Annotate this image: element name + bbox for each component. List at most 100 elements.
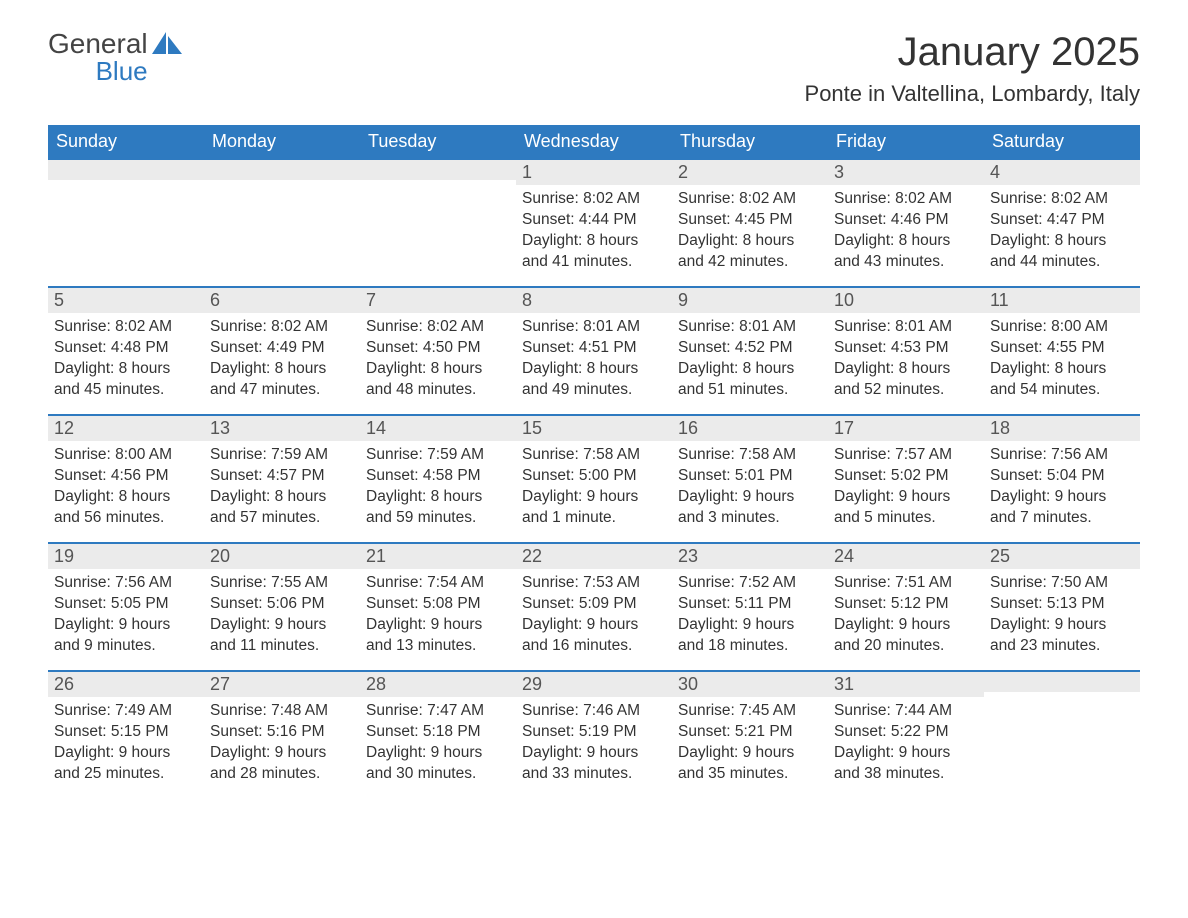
- sunrise-text: Sunrise: 8:01 AM: [678, 317, 822, 338]
- day-content: Sunrise: 7:54 AMSunset: 5:08 PMDaylight:…: [360, 569, 516, 665]
- daylight-text: Daylight: 9 hours and 13 minutes.: [366, 615, 510, 657]
- sunrise-text: Sunrise: 8:01 AM: [834, 317, 978, 338]
- daylight-text: Daylight: 9 hours and 38 minutes.: [834, 743, 978, 785]
- calendar-day-cell: 13Sunrise: 7:59 AMSunset: 4:57 PMDayligh…: [204, 414, 360, 542]
- calendar-table: SundayMondayTuesdayWednesdayThursdayFrid…: [48, 125, 1140, 798]
- day-content: Sunrise: 8:02 AMSunset: 4:46 PMDaylight:…: [828, 185, 984, 281]
- calendar-day-cell: 16Sunrise: 7:58 AMSunset: 5:01 PMDayligh…: [672, 414, 828, 542]
- calendar-day-cell: 5Sunrise: 8:02 AMSunset: 4:48 PMDaylight…: [48, 286, 204, 414]
- sunrise-text: Sunrise: 8:02 AM: [678, 189, 822, 210]
- calendar-week-row: 5Sunrise: 8:02 AMSunset: 4:48 PMDaylight…: [48, 286, 1140, 414]
- daylight-text: Daylight: 9 hours and 7 minutes.: [990, 487, 1134, 529]
- sunrise-text: Sunrise: 8:00 AM: [990, 317, 1134, 338]
- calendar-day-cell: 27Sunrise: 7:48 AMSunset: 5:16 PMDayligh…: [204, 670, 360, 798]
- daylight-text: Daylight: 8 hours and 42 minutes.: [678, 231, 822, 273]
- calendar-day-cell: 29Sunrise: 7:46 AMSunset: 5:19 PMDayligh…: [516, 670, 672, 798]
- sunset-text: Sunset: 5:02 PM: [834, 466, 978, 487]
- sunrise-text: Sunrise: 7:54 AM: [366, 573, 510, 594]
- sunrise-text: Sunrise: 7:59 AM: [210, 445, 354, 466]
- sunrise-text: Sunrise: 8:02 AM: [54, 317, 198, 338]
- sunrise-text: Sunrise: 7:56 AM: [990, 445, 1134, 466]
- day-content: Sunrise: 7:48 AMSunset: 5:16 PMDaylight:…: [204, 697, 360, 793]
- sunset-text: Sunset: 5:04 PM: [990, 466, 1134, 487]
- daylight-text: Daylight: 8 hours and 45 minutes.: [54, 359, 198, 401]
- sunrise-text: Sunrise: 8:00 AM: [54, 445, 198, 466]
- sunset-text: Sunset: 4:44 PM: [522, 210, 666, 231]
- daylight-text: Daylight: 9 hours and 30 minutes.: [366, 743, 510, 785]
- weekday-header: Tuesday: [360, 125, 516, 158]
- calendar-empty-cell: [360, 158, 516, 286]
- calendar-empty-cell: [984, 670, 1140, 798]
- day-number: [204, 158, 360, 180]
- sunrise-text: Sunrise: 7:47 AM: [366, 701, 510, 722]
- sunset-text: Sunset: 4:51 PM: [522, 338, 666, 359]
- calendar-day-cell: 10Sunrise: 8:01 AMSunset: 4:53 PMDayligh…: [828, 286, 984, 414]
- day-content: Sunrise: 7:55 AMSunset: 5:06 PMDaylight:…: [204, 569, 360, 665]
- sunset-text: Sunset: 5:16 PM: [210, 722, 354, 743]
- daylight-text: Daylight: 8 hours and 52 minutes.: [834, 359, 978, 401]
- calendar-body: 1Sunrise: 8:02 AMSunset: 4:44 PMDaylight…: [48, 158, 1140, 798]
- sunrise-text: Sunrise: 8:02 AM: [210, 317, 354, 338]
- daylight-text: Daylight: 8 hours and 49 minutes.: [522, 359, 666, 401]
- calendar-day-cell: 28Sunrise: 7:47 AMSunset: 5:18 PMDayligh…: [360, 670, 516, 798]
- calendar-day-cell: 19Sunrise: 7:56 AMSunset: 5:05 PMDayligh…: [48, 542, 204, 670]
- day-content: Sunrise: 7:45 AMSunset: 5:21 PMDaylight:…: [672, 697, 828, 793]
- calendar-day-cell: 9Sunrise: 8:01 AMSunset: 4:52 PMDaylight…: [672, 286, 828, 414]
- sunset-text: Sunset: 5:05 PM: [54, 594, 198, 615]
- sunset-text: Sunset: 5:18 PM: [366, 722, 510, 743]
- day-number: 11: [984, 286, 1140, 313]
- day-content: Sunrise: 8:00 AMSunset: 4:55 PMDaylight:…: [984, 313, 1140, 409]
- day-number: 23: [672, 542, 828, 569]
- sunset-text: Sunset: 5:00 PM: [522, 466, 666, 487]
- day-number: [48, 158, 204, 180]
- sunrise-text: Sunrise: 8:02 AM: [522, 189, 666, 210]
- daylight-text: Daylight: 9 hours and 28 minutes.: [210, 743, 354, 785]
- calendar-day-cell: 22Sunrise: 7:53 AMSunset: 5:09 PMDayligh…: [516, 542, 672, 670]
- day-content: Sunrise: 8:01 AMSunset: 4:51 PMDaylight:…: [516, 313, 672, 409]
- day-number: 24: [828, 542, 984, 569]
- day-number: 6: [204, 286, 360, 313]
- sunrise-text: Sunrise: 7:48 AM: [210, 701, 354, 722]
- day-content: Sunrise: 7:44 AMSunset: 5:22 PMDaylight:…: [828, 697, 984, 793]
- daylight-text: Daylight: 8 hours and 54 minutes.: [990, 359, 1134, 401]
- day-content: Sunrise: 7:53 AMSunset: 5:09 PMDaylight:…: [516, 569, 672, 665]
- sunrise-text: Sunrise: 7:49 AM: [54, 701, 198, 722]
- day-content: Sunrise: 8:02 AMSunset: 4:44 PMDaylight:…: [516, 185, 672, 281]
- calendar-day-cell: 6Sunrise: 8:02 AMSunset: 4:49 PMDaylight…: [204, 286, 360, 414]
- calendar-day-cell: 26Sunrise: 7:49 AMSunset: 5:15 PMDayligh…: [48, 670, 204, 798]
- daylight-text: Daylight: 8 hours and 51 minutes.: [678, 359, 822, 401]
- sunrise-text: Sunrise: 7:58 AM: [522, 445, 666, 466]
- sunrise-text: Sunrise: 7:50 AM: [990, 573, 1134, 594]
- day-number: 2: [672, 158, 828, 185]
- daylight-text: Daylight: 9 hours and 16 minutes.: [522, 615, 666, 657]
- daylight-text: Daylight: 9 hours and 33 minutes.: [522, 743, 666, 785]
- sunset-text: Sunset: 5:19 PM: [522, 722, 666, 743]
- day-number: 8: [516, 286, 672, 313]
- weekday-header: Saturday: [984, 125, 1140, 158]
- sunrise-text: Sunrise: 7:44 AM: [834, 701, 978, 722]
- sunset-text: Sunset: 5:21 PM: [678, 722, 822, 743]
- sunset-text: Sunset: 5:12 PM: [834, 594, 978, 615]
- day-content: Sunrise: 7:49 AMSunset: 5:15 PMDaylight:…: [48, 697, 204, 793]
- calendar-day-cell: 20Sunrise: 7:55 AMSunset: 5:06 PMDayligh…: [204, 542, 360, 670]
- month-title: January 2025: [805, 30, 1140, 75]
- daylight-text: Daylight: 9 hours and 23 minutes.: [990, 615, 1134, 657]
- calendar-day-cell: 23Sunrise: 7:52 AMSunset: 5:11 PMDayligh…: [672, 542, 828, 670]
- weekday-header: Wednesday: [516, 125, 672, 158]
- day-number: 19: [48, 542, 204, 569]
- calendar-day-cell: 11Sunrise: 8:00 AMSunset: 4:55 PMDayligh…: [984, 286, 1140, 414]
- calendar-header-row: SundayMondayTuesdayWednesdayThursdayFrid…: [48, 125, 1140, 158]
- sunset-text: Sunset: 4:55 PM: [990, 338, 1134, 359]
- day-number: 31: [828, 670, 984, 697]
- day-number: 30: [672, 670, 828, 697]
- calendar-day-cell: 4Sunrise: 8:02 AMSunset: 4:47 PMDaylight…: [984, 158, 1140, 286]
- day-content: Sunrise: 7:57 AMSunset: 5:02 PMDaylight:…: [828, 441, 984, 537]
- day-number: 7: [360, 286, 516, 313]
- sunrise-text: Sunrise: 7:59 AM: [366, 445, 510, 466]
- logo: General Blue: [48, 30, 186, 87]
- weekday-header: Thursday: [672, 125, 828, 158]
- calendar-day-cell: 18Sunrise: 7:56 AMSunset: 5:04 PMDayligh…: [984, 414, 1140, 542]
- day-content: Sunrise: 8:01 AMSunset: 4:53 PMDaylight:…: [828, 313, 984, 409]
- calendar-day-cell: 31Sunrise: 7:44 AMSunset: 5:22 PMDayligh…: [828, 670, 984, 798]
- daylight-text: Daylight: 9 hours and 3 minutes.: [678, 487, 822, 529]
